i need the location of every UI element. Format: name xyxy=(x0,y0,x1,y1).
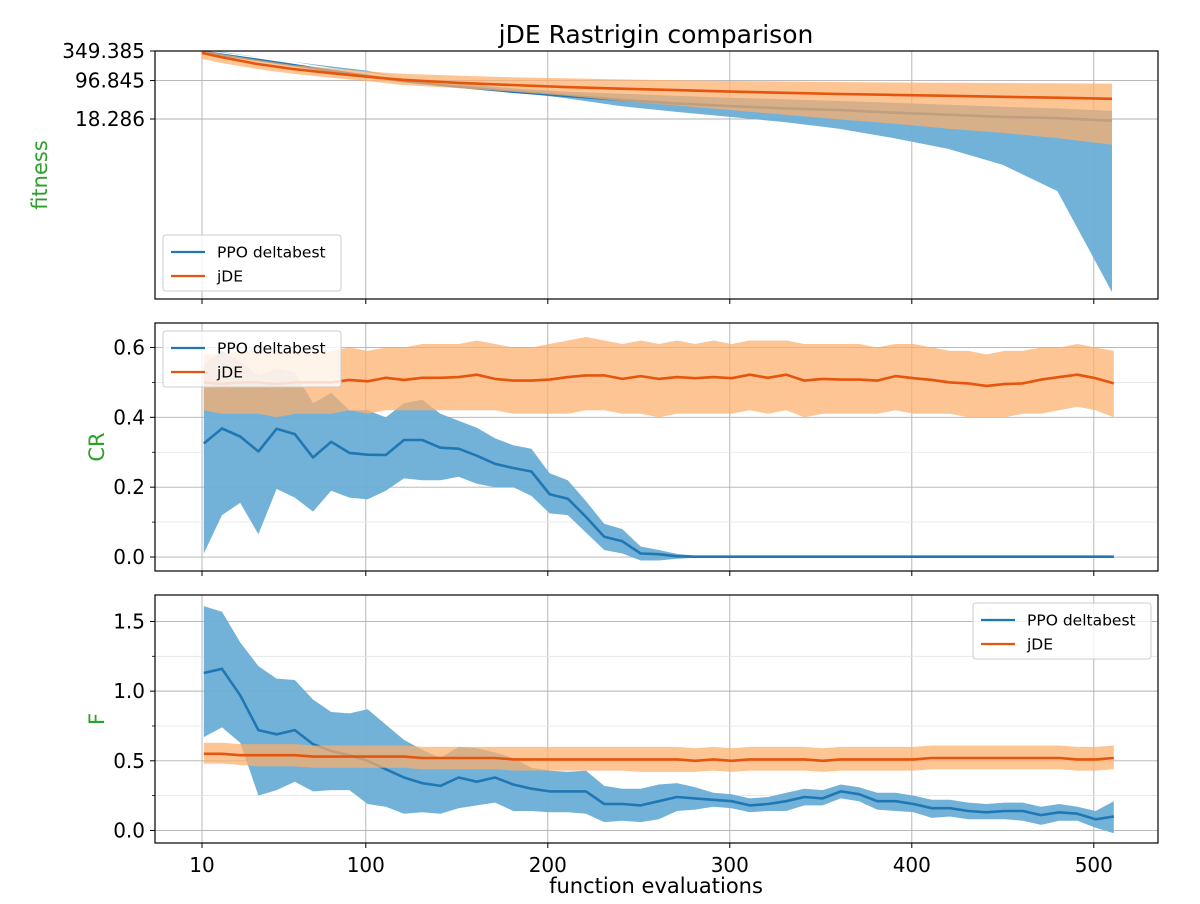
y-tick-label: 0.4 xyxy=(113,405,145,429)
y-tick-label: 0.5 xyxy=(113,749,145,773)
y-tick-label: 0.0 xyxy=(113,818,145,842)
series-line-jde xyxy=(203,752,1114,763)
series-band-jde xyxy=(202,51,1112,145)
series-band-ppo-deltabest xyxy=(203,606,1114,834)
axes-frame xyxy=(154,594,1159,844)
series-line-jde xyxy=(201,51,1113,101)
y-tick-label: 96.845 xyxy=(75,69,145,93)
legend: PPO deltabest jDE xyxy=(162,234,342,292)
legend-label: PPO deltabest xyxy=(1027,612,1136,630)
y-tick-label: 0.2 xyxy=(113,475,145,499)
series-group xyxy=(203,606,1114,834)
x-tick-label: 300 xyxy=(711,853,749,877)
y-tick-label: 1.0 xyxy=(113,679,145,703)
series-line-jde xyxy=(203,373,1115,388)
legend-box xyxy=(972,602,1152,660)
chart-title: jDE Rastrigin comparison xyxy=(498,20,814,49)
legend-label: jDE xyxy=(216,364,243,382)
legend-box xyxy=(162,330,342,388)
axes-frame xyxy=(154,50,1159,300)
y-tick-label: 349.385 xyxy=(62,39,145,63)
panels: 349.385 96.845 18.286 fitness PPO deltabest j… xyxy=(28,39,1159,877)
series-band-jde xyxy=(203,742,1114,772)
y-axis-label: fitness xyxy=(28,140,52,210)
y-tick-label: 1.5 xyxy=(113,609,145,633)
x-tick-label: 200 xyxy=(529,853,567,877)
legend-box xyxy=(162,234,342,292)
legend-label: jDE xyxy=(216,268,243,286)
y-tick-label: 0.0 xyxy=(113,545,145,569)
legend-label: jDE xyxy=(1026,636,1053,654)
series-band-jde xyxy=(203,337,1114,418)
y-axis-label: F xyxy=(85,713,109,725)
panel-f: 0.0 0.5 1.0 1.5 F 10 100 200 300 400 500 PPO deltab… xyxy=(85,594,1159,877)
y-axis-label: CR xyxy=(85,432,109,461)
legend: PPO deltabest jDE xyxy=(972,602,1152,660)
x-tick-label: 400 xyxy=(893,853,931,877)
x-axis-label: function evaluations xyxy=(549,874,763,898)
series-group xyxy=(201,51,1113,293)
y-tick-label: 0.6 xyxy=(113,335,145,359)
x-tick-label: 100 xyxy=(347,853,385,877)
x-tick-label: 10 xyxy=(189,853,214,877)
legend-label: PPO deltabest xyxy=(217,244,326,262)
legend-label: PPO deltabest xyxy=(217,340,326,358)
panel-cr: 0.0 0.2 0.4 0.6 CR PPO deltabest jDE xyxy=(85,322,1159,576)
y-tick-label: 18.286 xyxy=(75,107,145,131)
axes-frame xyxy=(154,322,1159,572)
panel-fitness: 349.385 96.845 18.286 fitness PPO deltabest j… xyxy=(28,39,1159,304)
series-group xyxy=(202,337,1115,561)
x-tick-label: 500 xyxy=(1075,853,1113,877)
series-line-ppo-deltabest xyxy=(202,427,1114,559)
legend: PPO deltabest jDE xyxy=(162,330,342,388)
